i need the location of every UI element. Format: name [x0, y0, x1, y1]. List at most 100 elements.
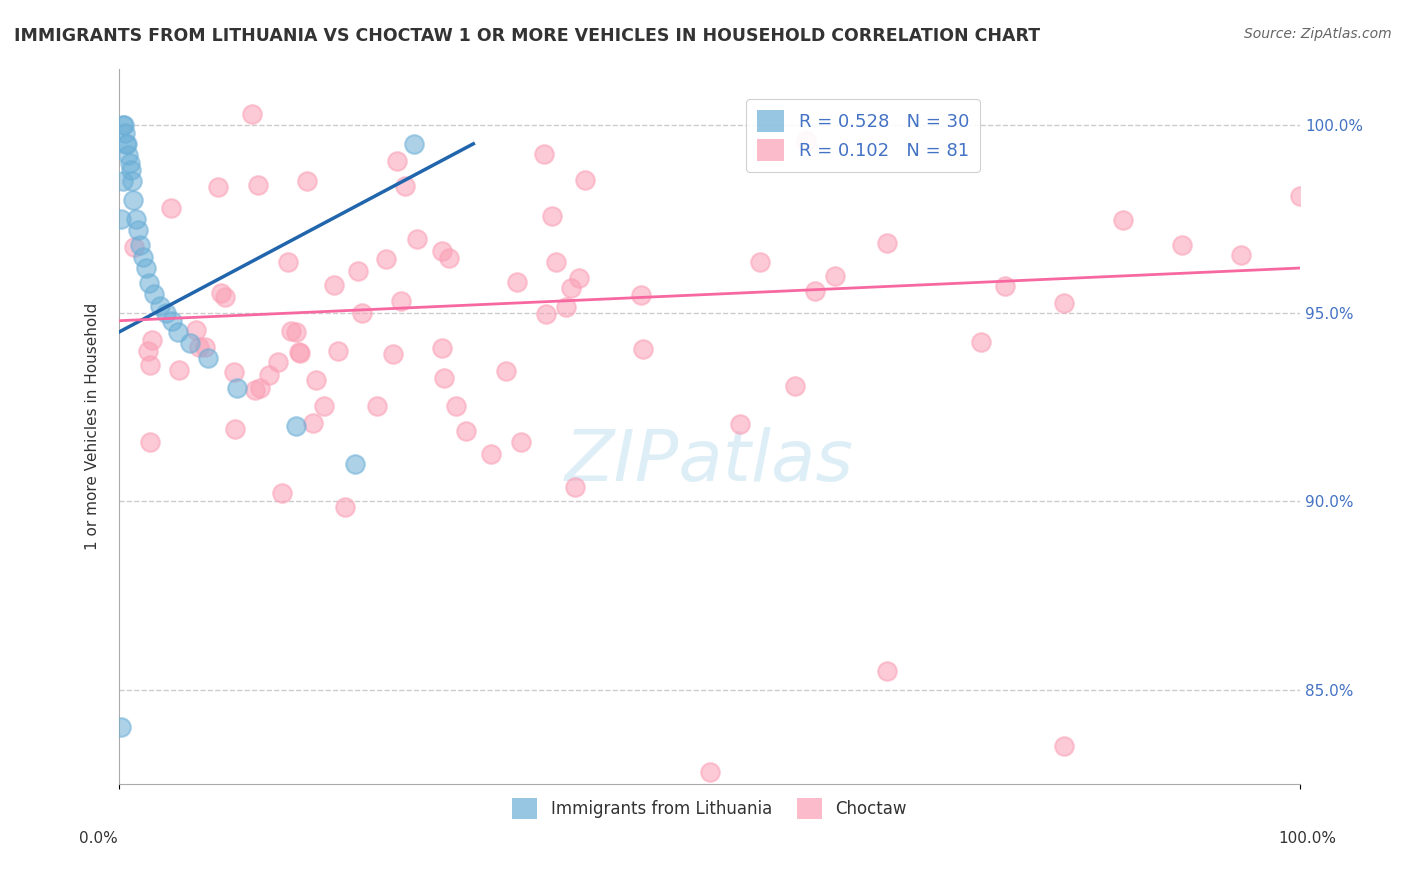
Choctaw: [288, 344, 311, 359]
Text: IMMIGRANTS FROM LITHUANIA VS CHOCTAW 1 OR MORE VEHICLES IN HOUSEHOLD CORRELATION: IMMIGRANTS FROM LITHUANIA VS CHOCTAW 1 O…: [14, 27, 1040, 45]
Choctaw: [432, 370, 454, 384]
Immigrants from Lithuania: [112, 118, 135, 132]
Immigrants from Lithuania: [127, 223, 149, 237]
Immigrants from Lithuania: [160, 314, 183, 328]
Choctaw: [509, 435, 531, 450]
Choctaw: [1053, 739, 1076, 753]
Choctaw: [242, 107, 264, 121]
Choctaw: [122, 240, 145, 254]
Choctaw: [699, 765, 721, 780]
Choctaw: [630, 288, 652, 302]
Choctaw: [804, 284, 827, 298]
Immigrants from Lithuania: [179, 336, 201, 351]
Choctaw: [326, 343, 349, 358]
Choctaw: [214, 290, 236, 304]
Choctaw: [271, 486, 294, 500]
Choctaw: [631, 342, 654, 356]
Choctaw: [347, 264, 370, 278]
Choctaw: [1053, 296, 1076, 310]
Choctaw: [506, 275, 529, 289]
Choctaw: [876, 664, 898, 678]
Choctaw: [554, 300, 576, 314]
Choctaw: [876, 235, 898, 250]
Choctaw: [243, 383, 266, 397]
Choctaw: [564, 480, 586, 494]
Immigrants from Lithuania: [138, 276, 160, 290]
Immigrants from Lithuania: [167, 325, 190, 339]
Choctaw: [169, 363, 191, 377]
Choctaw: [533, 147, 555, 161]
Choctaw: [728, 417, 751, 432]
Choctaw: [824, 269, 846, 284]
Immigrants from Lithuania: [117, 136, 139, 151]
Immigrants from Lithuania: [149, 299, 172, 313]
Choctaw: [454, 424, 477, 438]
Choctaw: [188, 340, 211, 354]
Immigrants from Lithuania: [111, 118, 134, 132]
Immigrants from Lithuania: [143, 287, 166, 301]
Choctaw: [194, 340, 217, 354]
Choctaw: [160, 201, 183, 215]
Immigrants from Lithuania: [285, 419, 308, 434]
Choctaw: [288, 346, 311, 360]
Choctaw: [314, 399, 336, 413]
Immigrants from Lithuania: [110, 720, 132, 734]
Legend: Immigrants from Lithuania, Choctaw: Immigrants from Lithuania, Choctaw: [506, 792, 914, 825]
Choctaw: [749, 254, 772, 268]
Choctaw: [207, 180, 229, 194]
Choctaw: [970, 335, 993, 350]
Choctaw: [1112, 213, 1135, 227]
Immigrants from Lithuania: [115, 136, 138, 151]
Choctaw: [405, 232, 427, 246]
Immigrants from Lithuania: [197, 351, 219, 366]
Choctaw: [267, 355, 290, 369]
Immigrants from Lithuania: [120, 163, 142, 178]
Choctaw: [224, 365, 246, 379]
Choctaw: [574, 173, 596, 187]
Y-axis label: 1 or more Vehicles in Household: 1 or more Vehicles in Household: [86, 302, 100, 549]
Choctaw: [385, 154, 408, 169]
Choctaw: [301, 417, 323, 431]
Choctaw: [366, 399, 388, 413]
Choctaw: [444, 399, 467, 413]
Choctaw: [534, 307, 557, 321]
Choctaw: [381, 347, 404, 361]
Choctaw: [350, 305, 373, 319]
Immigrants from Lithuania: [121, 174, 143, 188]
Choctaw: [141, 333, 163, 347]
Choctaw: [479, 447, 502, 461]
Choctaw: [439, 251, 461, 265]
Text: ZIPatlas: ZIPatlas: [565, 427, 853, 496]
Choctaw: [335, 500, 357, 514]
Choctaw: [224, 422, 246, 436]
Choctaw: [297, 174, 319, 188]
Immigrants from Lithuania: [122, 194, 145, 208]
Choctaw: [560, 281, 582, 295]
Choctaw: [783, 378, 806, 392]
Choctaw: [246, 178, 269, 193]
Immigrants from Lithuania: [155, 306, 177, 320]
Choctaw: [284, 326, 307, 340]
Immigrants from Lithuania: [114, 126, 136, 140]
Choctaw: [394, 178, 416, 193]
Choctaw: [186, 323, 208, 337]
Immigrants from Lithuania: [404, 136, 426, 151]
Choctaw: [495, 364, 517, 378]
Immigrants from Lithuania: [110, 212, 132, 227]
Text: 0.0%: 0.0%: [79, 831, 118, 846]
Immigrants from Lithuania: [129, 238, 152, 252]
Immigrants from Lithuania: [135, 260, 157, 275]
Immigrants from Lithuania: [117, 148, 139, 162]
Choctaw: [139, 434, 162, 449]
Choctaw: [389, 294, 412, 309]
Choctaw: [1289, 189, 1312, 203]
Choctaw: [323, 277, 346, 292]
Choctaw: [305, 373, 328, 387]
Choctaw: [136, 343, 159, 358]
Choctaw: [280, 324, 302, 338]
Text: 100.0%: 100.0%: [1278, 831, 1337, 846]
Choctaw: [257, 368, 280, 383]
Text: Source: ZipAtlas.com: Source: ZipAtlas.com: [1244, 27, 1392, 41]
Choctaw: [430, 341, 453, 355]
Choctaw: [796, 134, 818, 148]
